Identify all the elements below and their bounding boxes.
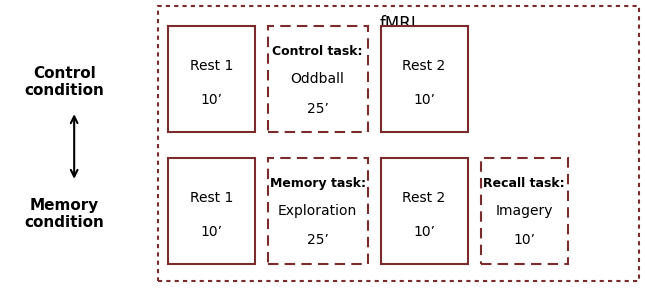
Text: Rest 2: Rest 2 <box>402 191 446 205</box>
Text: Control
condition: Control condition <box>25 66 104 98</box>
Text: Exploration: Exploration <box>278 204 357 218</box>
Bar <box>268 26 368 132</box>
Text: Oddball: Oddball <box>291 72 344 86</box>
Text: Rest 1: Rest 1 <box>190 191 233 205</box>
Text: 10’: 10’ <box>413 225 435 239</box>
Text: Recall task:: Recall task: <box>483 177 565 190</box>
Text: 10’: 10’ <box>200 225 223 239</box>
Bar <box>158 6 639 281</box>
Text: Rest 2: Rest 2 <box>402 59 446 74</box>
Text: Memory
condition: Memory condition <box>25 198 104 230</box>
Bar <box>168 26 255 132</box>
Bar <box>381 26 468 132</box>
Text: Rest 1: Rest 1 <box>190 59 233 74</box>
Text: Control task:: Control task: <box>272 45 363 58</box>
Text: Memory task:: Memory task: <box>270 177 366 190</box>
Text: 25’: 25’ <box>307 234 328 248</box>
Bar <box>168 158 255 264</box>
Text: 10’: 10’ <box>513 234 535 248</box>
Text: 10’: 10’ <box>413 93 435 107</box>
Bar <box>381 158 468 264</box>
Text: Imagery: Imagery <box>495 204 553 218</box>
Text: 25’: 25’ <box>307 102 328 116</box>
Text: fMRI: fMRI <box>380 15 417 33</box>
Bar <box>268 158 368 264</box>
Text: 10’: 10’ <box>200 93 223 107</box>
Bar <box>481 158 568 264</box>
